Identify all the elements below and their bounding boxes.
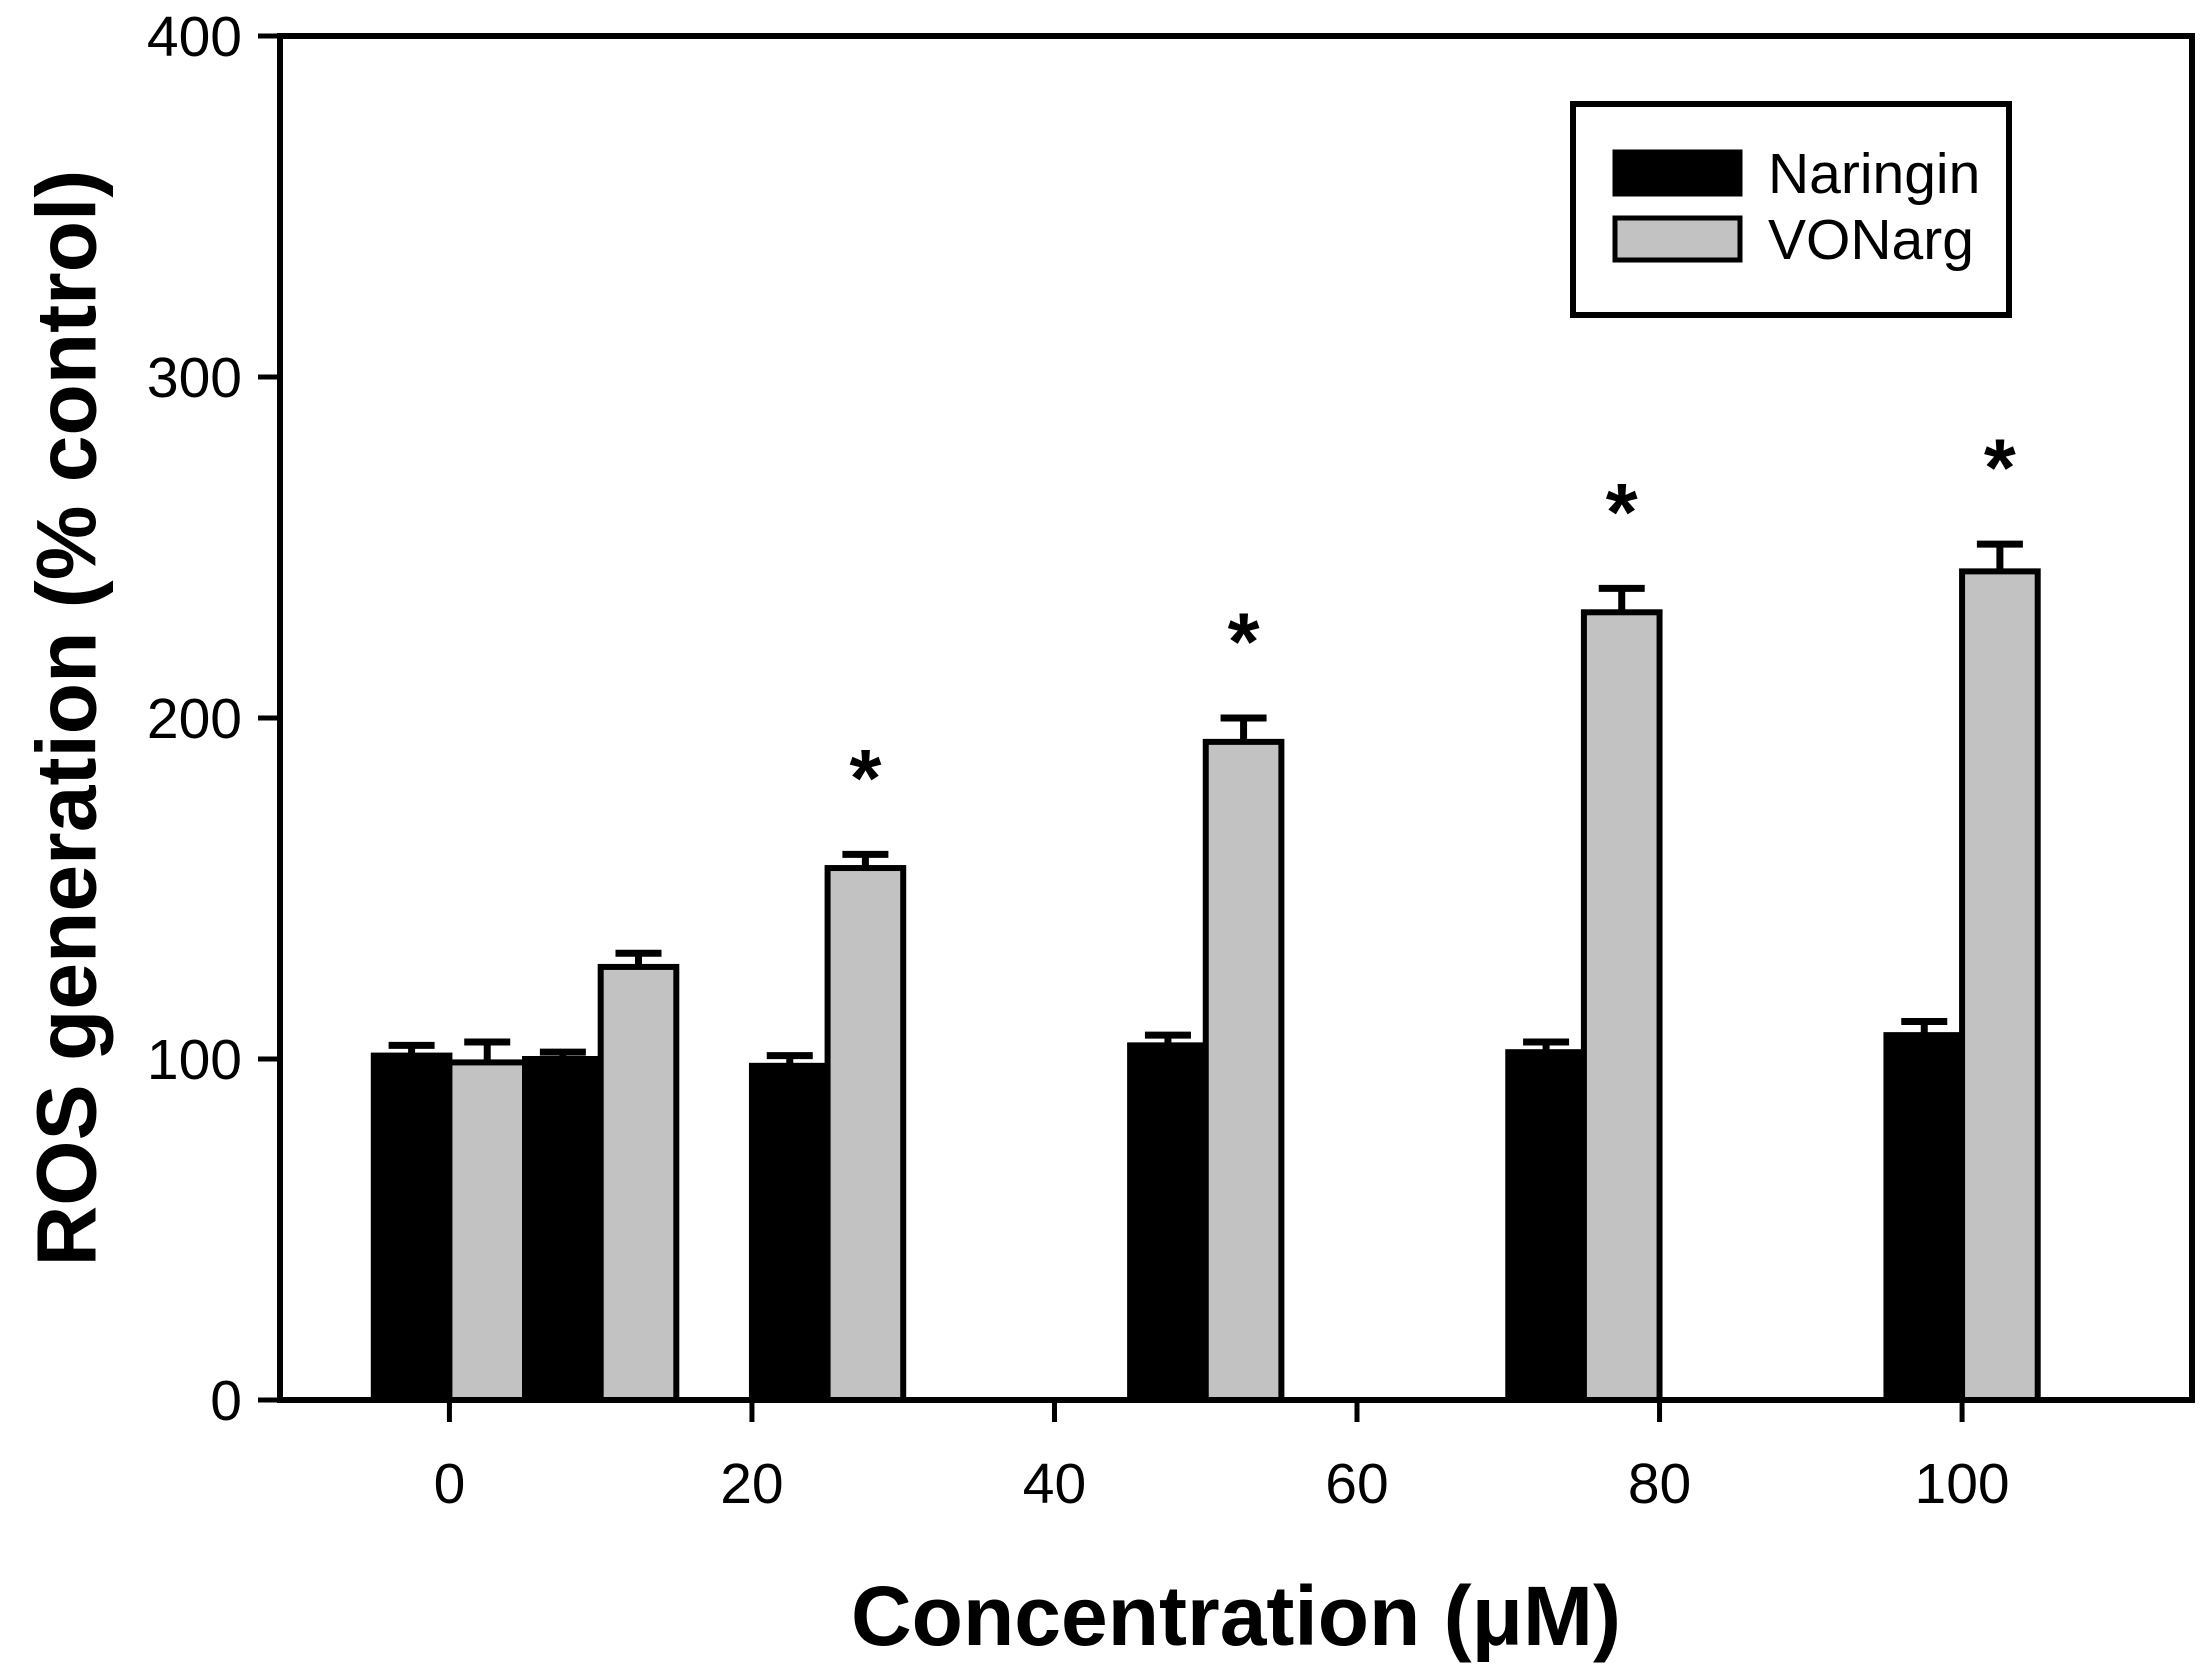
legend-label-vonarg: VONarg bbox=[1768, 208, 1974, 272]
legend-swatch-vonarg bbox=[1612, 215, 1743, 263]
legend-box bbox=[1570, 101, 2012, 318]
bar-vonarg-100 bbox=[1959, 568, 2041, 1403]
bar-vonarg-25 bbox=[824, 865, 907, 1403]
bar-vonarg-75 bbox=[1580, 609, 1663, 1403]
bar-naringin-100 bbox=[1883, 1032, 1966, 1403]
bar-vonarg-10 bbox=[597, 963, 680, 1403]
x-tick-label: 60 bbox=[1325, 1452, 1388, 1516]
significance-asterisk: * bbox=[849, 733, 881, 824]
y-tick-label: 200 bbox=[147, 687, 242, 751]
x-axis: 0 20 40 60 80 100 bbox=[434, 1400, 2010, 1516]
x-axis-title: Concentration (μM) bbox=[851, 1569, 1621, 1663]
bar-naringin-0 bbox=[370, 1052, 453, 1403]
bar-naringin-10 bbox=[522, 1056, 604, 1403]
significance-asterisk: * bbox=[1984, 423, 2016, 514]
x-tick-label: 40 bbox=[1023, 1452, 1086, 1516]
x-tick-label: 20 bbox=[720, 1452, 783, 1516]
bar-series: * * * * bbox=[370, 423, 2041, 1404]
y-axis: 0 100 200 300 400 bbox=[147, 5, 280, 1433]
y-tick-label: 0 bbox=[210, 1369, 242, 1433]
legend-swatch-naringin bbox=[1612, 149, 1743, 197]
y-tick-label: 300 bbox=[147, 346, 242, 410]
x-tick-label: 0 bbox=[434, 1452, 466, 1516]
bar-vonarg-50 bbox=[1202, 738, 1285, 1403]
bar-naringin-25 bbox=[748, 1062, 831, 1403]
x-tick-label: 80 bbox=[1628, 1452, 1691, 1516]
legend-label-naringin: Naringin bbox=[1768, 142, 1980, 206]
bar-vonarg-0 bbox=[446, 1059, 529, 1404]
bar-naringin-75 bbox=[1505, 1049, 1587, 1404]
y-axis-title: ROS generation (% control) bbox=[19, 170, 113, 1267]
y-tick-label: 400 bbox=[147, 5, 242, 69]
x-tick-label: 100 bbox=[1915, 1452, 2010, 1516]
y-tick-label: 100 bbox=[147, 1028, 242, 1092]
significance-asterisk: * bbox=[1228, 597, 1260, 688]
significance-asterisk: * bbox=[1606, 467, 1638, 558]
bar-naringin-50 bbox=[1127, 1042, 1209, 1403]
